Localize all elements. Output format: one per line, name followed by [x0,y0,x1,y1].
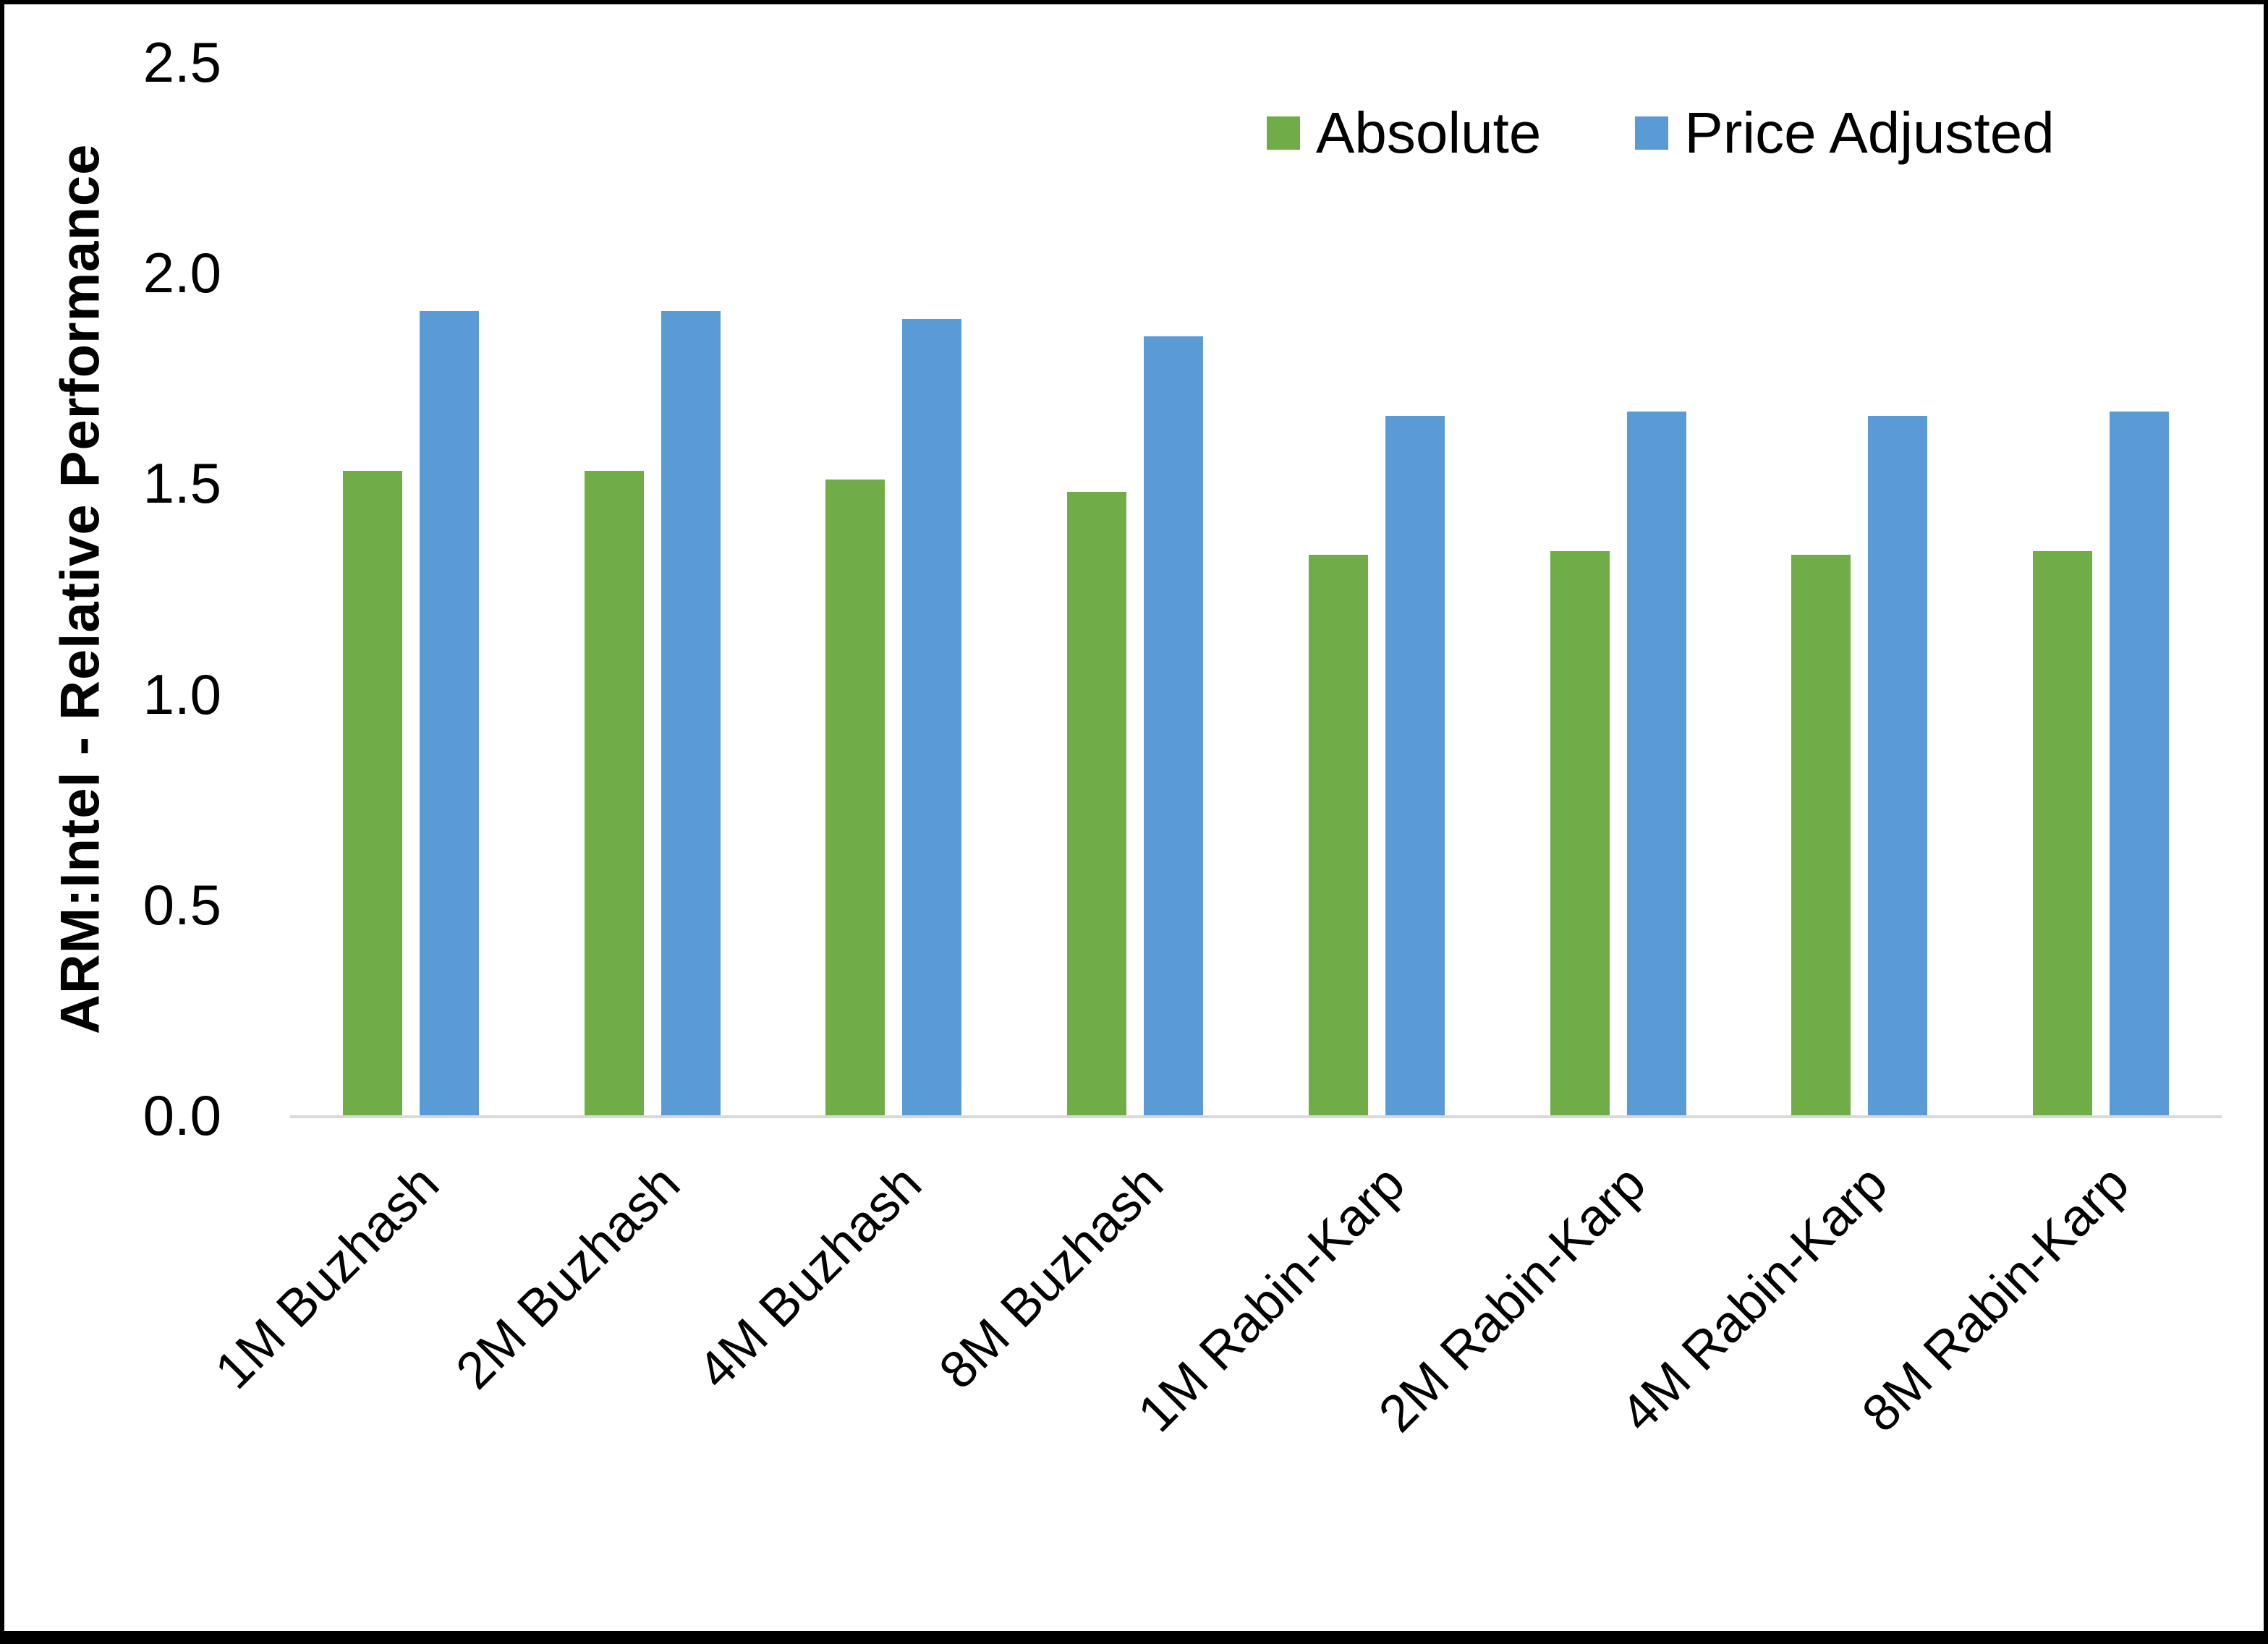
bar-group [1256,62,1498,1115]
bar-group [290,62,532,1115]
legend-swatch-icon [1635,116,1669,150]
bar-group [773,62,1015,1115]
bar-price-adjusted [1385,416,1445,1115]
y-tick-label: 0.5 [143,872,221,937]
legend-item: Price Adjusted [1635,101,2055,165]
bar-price-adjusted [419,310,479,1115]
x-axis-label: 8M Rabin-Karp [1851,1154,2140,1444]
legend-item: Absolute [1267,104,1541,162]
y-tick-label: 1.0 [143,662,221,726]
y-tick-label: 2.0 [143,241,221,305]
bar-absolute [584,470,644,1115]
bar-group [1014,62,1256,1115]
y-tick-label: 1.5 [143,451,221,516]
bar-absolute [1067,492,1127,1115]
bar-price-adjusted [1626,412,1686,1115]
bar-group [532,62,773,1115]
bar-price-adjusted [1868,416,1928,1115]
x-axis-labels: 1M Buzhash 2M Buzhash 4M Buzhash 8M Buzhash… [204,1124,2222,1558]
plot-area [290,62,2222,1118]
bar-group [1739,62,1981,1115]
bar-price-adjusted [902,319,962,1115]
x-axis-label: 1M Buzhash [204,1154,450,1400]
bar-group [1498,62,1739,1115]
bar-absolute [2033,550,2093,1115]
x-axis-label: 2M Buzhash [445,1154,692,1400]
x-axis-label: 8M Buzhash [928,1154,1174,1400]
bars-row [290,62,2222,1115]
bar-absolute [1550,550,1610,1115]
legend-label: Absolute [1316,101,1542,165]
bar-price-adjusted [1144,336,1204,1115]
legend: Absolute Price Adjusted [1267,104,2055,162]
legend-swatch-icon [1267,116,1300,150]
y-tick-label: 0.0 [143,1083,221,1147]
legend-label: Price Adjusted [1684,101,2055,165]
bar-group [1980,62,2222,1115]
bar-price-adjusted [661,310,721,1115]
y-axis-ticks: 0.0 0.5 1.0 1.5 2.0 2.5 [4,34,254,1143]
x-axis-label: 4M Buzhash [687,1154,933,1400]
bar-absolute [1791,555,1851,1115]
bar-absolute [342,470,402,1115]
bar-price-adjusted [2110,412,2170,1115]
y-tick-label: 2.5 [143,30,221,94]
bar-absolute [825,479,885,1115]
bar-absolute [1308,555,1368,1115]
